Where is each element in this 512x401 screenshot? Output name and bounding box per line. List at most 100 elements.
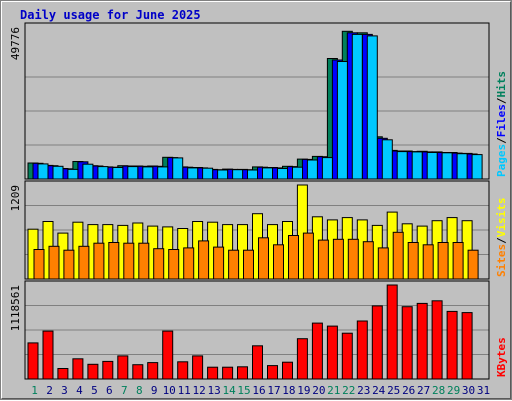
bar-sites-day-1: [33, 249, 45, 280]
bar-pages-day-13: [217, 169, 229, 180]
bar-sites-day-27: [422, 244, 434, 280]
bar-kbytes-day-11: [177, 361, 189, 380]
bar-sites-day-15: [243, 249, 254, 280]
bar-kbytes-day-5: [87, 363, 99, 380]
bar-kbytes-day-19: [296, 338, 308, 380]
bar-kbytes-day-22: [341, 332, 353, 380]
bar-pages-day-30: [471, 154, 483, 180]
bar-kbytes-day-18: [282, 361, 293, 380]
panel-border-kbytes: [24, 280, 490, 380]
x-tick-label-day-2: 2: [46, 384, 53, 397]
x-tick-label-day-11: 11: [178, 384, 191, 397]
bar-kbytes-day-1: [27, 342, 39, 380]
x-tick-label-day-18: 18: [282, 384, 295, 397]
x-tick-label-day-4: 4: [76, 384, 83, 397]
bar-sites-day-19: [302, 232, 314, 280]
legend-entry-sites-0: Sites: [495, 244, 508, 277]
bar-sites-day-11: [183, 247, 195, 280]
x-tick-label-day-10: 10: [163, 384, 176, 397]
bar-kbytes-day-6: [102, 360, 114, 380]
bar-pages-day-10: [172, 157, 184, 180]
bar-sites-day-5: [93, 242, 105, 280]
x-tick-label-day-22: 22: [342, 384, 355, 397]
bar-pages-day-9: [157, 166, 169, 180]
bar-sites-day-22: [347, 238, 359, 280]
bar-pages-day-1: [37, 163, 49, 180]
bar-pages-day-12: [202, 167, 214, 180]
x-tick-label-day-28: 28: [432, 384, 445, 397]
bar-pages-day-27: [426, 152, 438, 180]
x-tick-label-day-6: 6: [106, 384, 113, 397]
bar-pages-day-15: [247, 169, 258, 180]
bar-sites-day-16: [258, 237, 269, 280]
bar-pages-day-11: [187, 167, 199, 180]
bar-pages-day-17: [277, 168, 288, 180]
bar-pages-day-19: [306, 159, 318, 180]
x-tick-label-day-14: 14: [222, 384, 236, 397]
bar-sites-day-7: [123, 242, 135, 280]
x-tick-label-day-20: 20: [312, 384, 325, 397]
x-tick-label-day-12: 12: [192, 384, 205, 397]
bar-kbytes-day-14: [222, 366, 234, 380]
y-max-label-hits-files-pages: 49776: [9, 27, 22, 60]
bar-pages-day-29: [456, 153, 468, 180]
bar-kbytes-day-13: [207, 366, 219, 380]
bar-kbytes-day-29: [446, 310, 458, 380]
bar-sites-day-9: [153, 248, 165, 280]
bar-sites-day-12: [198, 240, 210, 280]
x-tick-label-day-31: 31: [477, 384, 490, 397]
legend-hits-files-pages: Pages/Files/Hits: [495, 71, 508, 177]
bar-sites-day-30: [467, 249, 479, 280]
legend-entry-hits-4: Hits: [495, 71, 508, 98]
bar-kbytes-day-26: [401, 306, 413, 380]
bar-kbytes-day-2: [42, 330, 54, 380]
bar-kbytes-day-21: [326, 325, 338, 380]
bar-kbytes-day-28: [431, 300, 443, 380]
x-tick-label-day-13: 13: [207, 384, 220, 397]
bar-sites-day-21: [332, 238, 344, 280]
x-tick-label-day-9: 9: [151, 384, 158, 397]
bar-pages-day-14: [232, 169, 244, 180]
x-tick-label-day-1: 1: [31, 384, 38, 397]
legend-entry-sep-1: /: [495, 137, 508, 144]
x-tick-label-day-29: 29: [447, 384, 460, 397]
legend-visits-sites: Sites/Visits: [495, 198, 508, 278]
bar-kbytes-day-24: [371, 305, 383, 380]
chart-title: Daily usage for June 2025: [20, 8, 201, 22]
bar-pages-day-6: [112, 167, 124, 180]
x-tick-label-day-21: 21: [327, 384, 340, 397]
bar-pages-day-22: [351, 33, 363, 180]
x-tick-label-day-25: 25: [387, 384, 400, 397]
bar-sites-day-17: [273, 244, 284, 280]
bar-sites-day-3: [63, 249, 75, 280]
x-tick-label-day-30: 30: [462, 384, 475, 397]
bar-pages-day-7: [127, 166, 139, 180]
legend-entry-visits-2: Visits: [495, 198, 508, 238]
bar-kbytes-day-7: [117, 355, 129, 380]
bar-sites-day-8: [138, 242, 150, 280]
bar-sites-day-14: [228, 249, 240, 280]
bar-sites-day-18: [288, 235, 299, 280]
bar-pages-day-28: [441, 152, 453, 180]
bar-pages-day-21: [336, 61, 348, 180]
bar-pages-day-3: [67, 168, 79, 180]
x-tick-label-day-19: 19: [297, 384, 310, 397]
bar-kbytes-day-15: [237, 366, 248, 380]
bar-kbytes-day-10: [162, 330, 174, 380]
x-tick-label-day-15: 15: [237, 384, 250, 397]
bar-sites-day-20: [317, 239, 329, 280]
bar-sites-day-4: [78, 245, 90, 280]
bar-kbytes-day-17: [267, 365, 278, 380]
x-tick-label-day-23: 23: [357, 384, 370, 397]
legend-entry-kbytes-0: KBytes: [495, 337, 508, 377]
bar-pages-day-24: [381, 139, 393, 180]
bar-kbytes-day-4: [72, 358, 84, 380]
bar-sites-day-23: [362, 241, 374, 280]
legend-entry-sep-3: /: [495, 97, 508, 104]
bar-pages-day-4: [82, 163, 94, 180]
y-max-label-kbytes: 1118561: [9, 285, 22, 331]
bar-sites-day-29: [452, 242, 464, 280]
bar-kbytes-day-16: [252, 345, 263, 380]
